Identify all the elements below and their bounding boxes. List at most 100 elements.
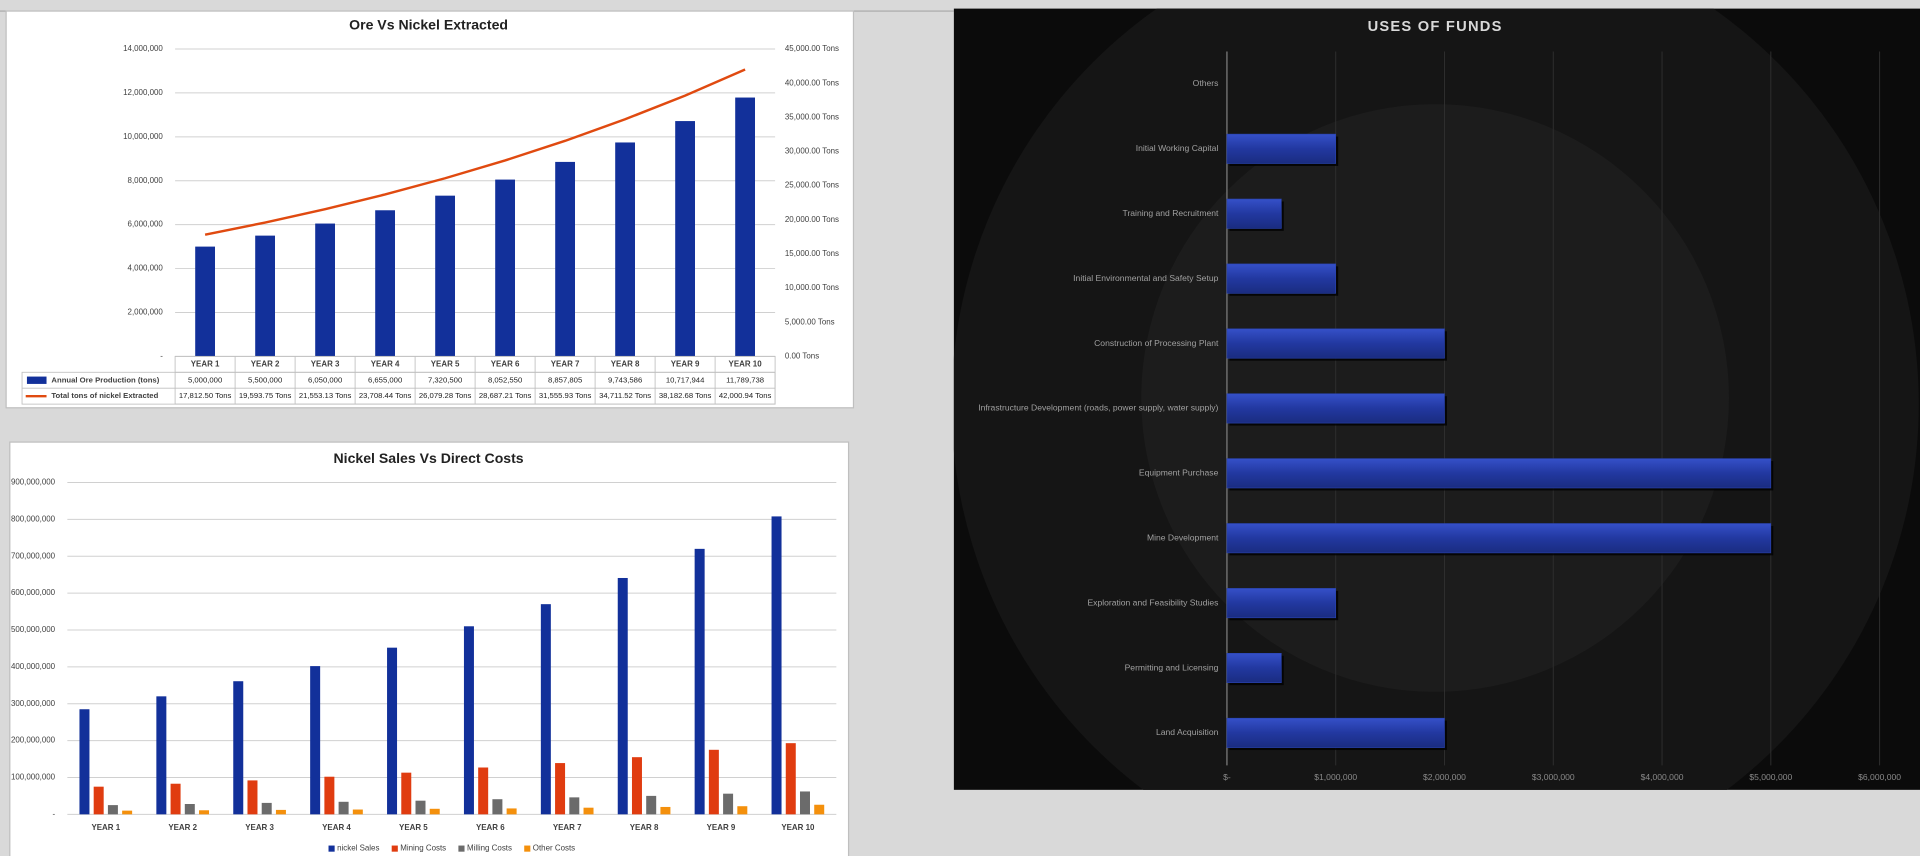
bar [107, 805, 118, 815]
x-tick-label: YEAR 5 [431, 359, 460, 368]
y-tick-label: Mine Development [1147, 532, 1219, 542]
x-tick-label: YEAR 9 [671, 359, 700, 368]
bar [555, 161, 576, 357]
bar [170, 783, 181, 815]
bar [429, 808, 440, 815]
bar [275, 809, 286, 815]
y-tick-label: 8,000,000 [128, 176, 164, 185]
bar [261, 802, 272, 815]
y2-tick-label: 25,000.00 Tons [785, 181, 839, 190]
data-table-value: 42,000.94 Tons [719, 391, 772, 400]
bar [631, 757, 642, 815]
bar [233, 681, 244, 815]
legend-swatch [328, 845, 335, 852]
bar [478, 767, 489, 815]
bar [387, 647, 398, 815]
legend-swatch [391, 845, 398, 852]
charts: Ore Vs Nickel Extracted - 2,000,000 4,000,0… [11, 16, 1901, 852]
bar [199, 810, 210, 815]
y2-tick-label: 45,000.00 Tons [785, 44, 839, 53]
y-tick-label: - [160, 351, 163, 360]
x-tick-label: YEAR 3 [311, 359, 340, 368]
x-tick-label: $1,000,000 [1314, 772, 1357, 782]
bar [156, 696, 167, 815]
chart-title: Ore Vs Nickel Extracted [349, 16, 508, 32]
x-tick-label: YEAR 8 [630, 823, 659, 832]
bar [540, 604, 551, 815]
data-table-value: 8,052,550 [488, 375, 522, 384]
bar [375, 210, 396, 357]
bar [310, 666, 321, 815]
bar [723, 793, 734, 815]
legend-label: nickel Sales [337, 844, 379, 853]
y-tick-label: Land Acquisition [1156, 727, 1219, 737]
bar [1226, 588, 1337, 619]
bar [315, 223, 336, 357]
bar [617, 577, 628, 815]
bar [675, 121, 696, 357]
x-tick-label: $4,000,000 [1641, 772, 1684, 782]
bar [583, 807, 594, 815]
bar [79, 709, 90, 815]
x-tick-label: YEAR 4 [322, 823, 351, 832]
chart-title: USES OF FUNDS [1368, 19, 1503, 35]
bar [415, 800, 426, 815]
x-tick-label: $- [1223, 772, 1231, 782]
bar [799, 791, 810, 815]
y2-tick-label: 15,000.00 Tons [785, 249, 839, 258]
bar [814, 804, 825, 815]
x-tick-label: YEAR 1 [91, 823, 120, 832]
y-tick-label: Initial Working Capital [1136, 143, 1219, 153]
bar [495, 179, 516, 357]
bar [615, 142, 636, 357]
x-tick-label: YEAR 8 [611, 359, 640, 368]
x-tick-label: YEAR 7 [553, 823, 582, 832]
bar [338, 801, 349, 815]
bar [1226, 328, 1445, 359]
legend-label: Total tons of nickel Extracted [51, 391, 158, 400]
bar [247, 780, 258, 815]
data-table-value: 23,708.44 Tons [359, 391, 412, 400]
x-tick-label: $3,000,000 [1532, 772, 1575, 782]
bar [93, 786, 104, 815]
data-table-value: 11,789,738 [726, 375, 764, 384]
x-tick-label: YEAR 10 [781, 823, 815, 832]
data-table-value: 34,711.52 Tons [599, 391, 651, 400]
data-table-value: 5,000,000 [188, 375, 222, 384]
data-table-value: 28,687.21 Tons [479, 391, 532, 400]
data-table-value: 9,743,586 [608, 375, 642, 384]
y-tick-label: 700,000,000 [11, 551, 56, 560]
y-tick-label: 2,000,000 [128, 308, 164, 317]
x-tick-label: $5,000,000 [1749, 772, 1792, 782]
legend-swatch [458, 845, 465, 852]
bar [708, 749, 719, 815]
data-table-value: 5,500,000 [248, 375, 282, 384]
bar [1226, 393, 1445, 424]
legend-swatch [26, 376, 47, 384]
bar [1226, 717, 1445, 748]
bar [122, 810, 133, 815]
bar [735, 97, 756, 357]
y2-tick-label: 10,000.00 Tons [785, 283, 839, 292]
y2-tick-label: 20,000.00 Tons [785, 215, 839, 224]
x-tick-label: YEAR 7 [551, 359, 580, 368]
y-tick-label: Permitting and Licensing [1125, 662, 1219, 672]
bar [435, 195, 456, 357]
bar [646, 795, 657, 815]
line-series [204, 68, 746, 236]
bar [555, 763, 566, 815]
bar [569, 797, 580, 815]
bar [1226, 523, 1772, 554]
bar [184, 804, 195, 815]
bar [401, 772, 412, 815]
y2-tick-label: 35,000.00 Tons [785, 112, 839, 121]
data-table-value: 38,182.68 Tons [659, 391, 712, 400]
y2-tick-label: 0.00 Tons [785, 351, 819, 360]
y-tick-label: Infrastructure Development (roads, power… [978, 403, 1218, 413]
legend-swatch [524, 845, 531, 852]
y-tick-label: Construction of Processing Plant [1094, 338, 1219, 348]
legend-label: Annual Ore Production (tons) [51, 375, 159, 384]
data-table-value: 17,812.50 Tons [179, 391, 232, 400]
y-tick-label: 600,000,000 [11, 588, 56, 597]
